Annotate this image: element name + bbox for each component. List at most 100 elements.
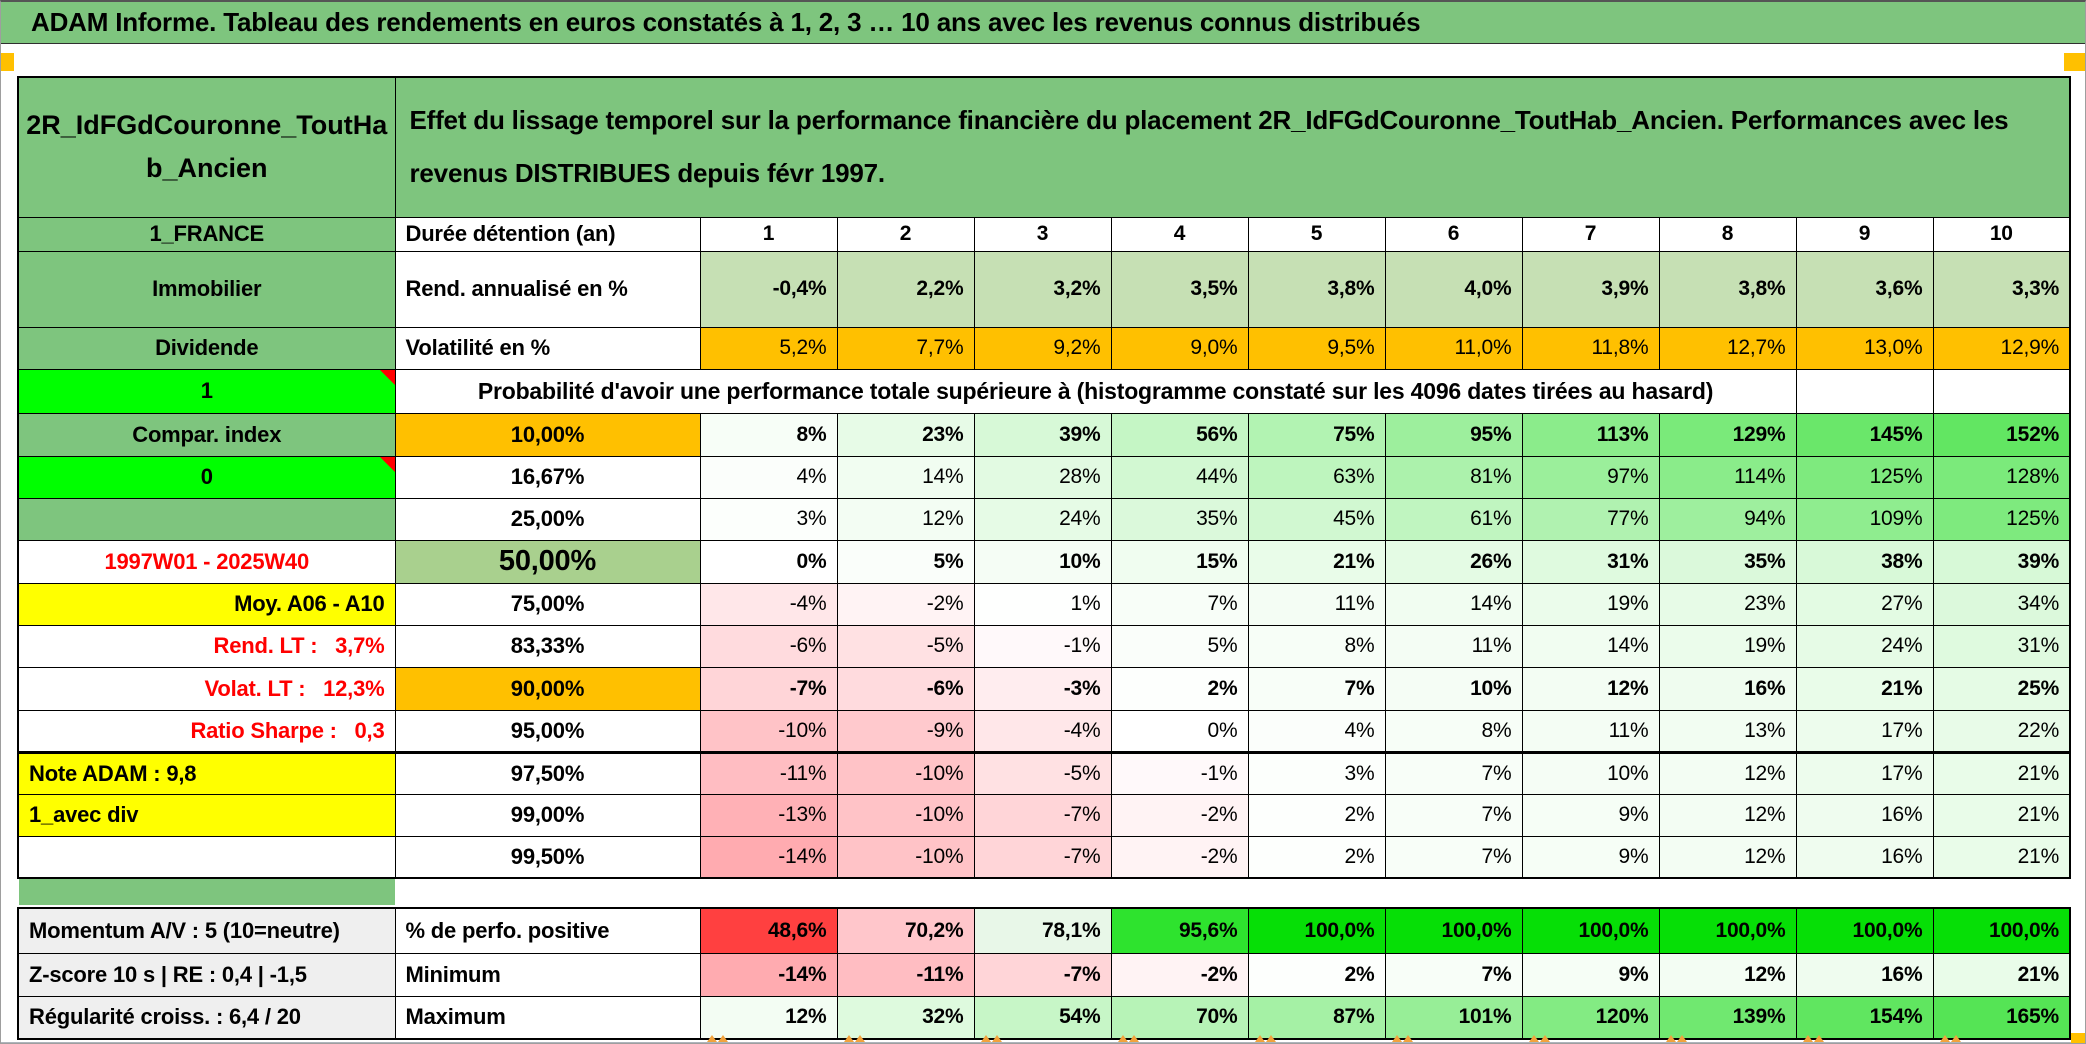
data-cell-duree-y6[interactable]: 6	[1384, 216, 1523, 252]
data-cell-maximum-y10[interactable]: 165%	[1932, 995, 2071, 1040]
data-cell-p90-y4[interactable]: 2%	[1110, 666, 1249, 711]
data-cell-p95-y3[interactable]: -4%	[973, 709, 1112, 754]
data-cell-volatilite-y4[interactable]: 9,0%	[1110, 326, 1249, 370]
data-cell-p90-y1[interactable]: -7%	[699, 666, 838, 711]
data-cell-p8333-y2[interactable]: -5%	[836, 624, 975, 668]
metric-minimum[interactable]: Minimum	[394, 952, 701, 997]
data-cell-rendement-y10[interactable]: 3,3%	[1932, 250, 2071, 328]
data-cell-p75-y8[interactable]: 23%	[1658, 582, 1797, 626]
data-cell-volatilite-y3[interactable]: 9,2%	[973, 326, 1112, 370]
metric-p10[interactable]: 10,00%	[394, 412, 701, 457]
data-cell-p25-y1[interactable]: 3%	[699, 497, 838, 541]
data-cell-p95-y10[interactable]: 22%	[1932, 709, 2071, 754]
data-cell-duree-y1[interactable]: 1	[699, 216, 838, 252]
data-cell-volatilite-y2[interactable]: 7,7%	[836, 326, 975, 370]
row-label-rendement[interactable]: Immobilier	[17, 250, 396, 328]
data-cell-p75-y7[interactable]: 19%	[1521, 582, 1660, 626]
data-cell-rendement-y6[interactable]: 4,0%	[1384, 250, 1523, 328]
data-cell-maximum-y5[interactable]: 87%	[1247, 995, 1386, 1040]
data-cell-p8333-y6[interactable]: 11%	[1384, 624, 1523, 668]
data-cell-p8333-y3[interactable]: -1%	[973, 624, 1112, 668]
data-cell-p995-y4[interactable]: -2%	[1110, 835, 1249, 879]
data-cell-maximum-y6[interactable]: 101%	[1384, 995, 1523, 1040]
data-cell-p1667-y4[interactable]: 44%	[1110, 455, 1249, 499]
data-cell-p995-y6[interactable]: 7%	[1384, 835, 1523, 879]
data-cell-minimum-y8[interactable]: 12%	[1658, 952, 1797, 997]
data-cell-minimum-y10[interactable]: 21%	[1932, 952, 2071, 997]
data-cell-p1667-y3[interactable]: 28%	[973, 455, 1112, 499]
data-cell-p99-y2[interactable]: -10%	[836, 793, 975, 837]
row-label-minimum[interactable]: Z-score 10 s | RE : 0,4 | -1,5	[17, 952, 396, 997]
data-cell-rendement-y5[interactable]: 3,8%	[1247, 250, 1386, 328]
row-label-p50[interactable]: 1997W01 - 2025W40	[17, 539, 396, 584]
empty-cell[interactable]	[1932, 368, 2071, 414]
data-cell-p75-y1[interactable]: -4%	[699, 582, 838, 626]
data-cell-duree-y5[interactable]: 5	[1247, 216, 1386, 252]
data-cell-p995-y5[interactable]: 2%	[1247, 835, 1386, 879]
data-cell-p975-y2[interactable]: -10%	[836, 751, 975, 795]
data-cell-volatilite-y1[interactable]: 5,2%	[699, 326, 838, 370]
data-cell-p25-y10[interactable]: 125%	[1932, 497, 2071, 541]
row-label-p99[interactable]: 1_avec div	[17, 793, 396, 837]
data-cell-p25-y6[interactable]: 61%	[1384, 497, 1523, 541]
data-cell-p1667-y8[interactable]: 114%	[1658, 455, 1797, 499]
data-cell-p975-y9[interactable]: 17%	[1795, 751, 1934, 795]
data-cell-volatilite-y7[interactable]: 11,8%	[1521, 326, 1660, 370]
data-cell-p90-y7[interactable]: 12%	[1521, 666, 1660, 711]
data-cell-p10-y5[interactable]: 75%	[1247, 412, 1386, 457]
data-cell-p50-y6[interactable]: 26%	[1384, 539, 1523, 584]
data-cell-p75-y6[interactable]: 14%	[1384, 582, 1523, 626]
metric-duree[interactable]: Durée détention (an)	[394, 216, 701, 252]
data-cell-minimum-y5[interactable]: 2%	[1247, 952, 1386, 997]
data-cell-p50-y3[interactable]: 10%	[973, 539, 1112, 584]
data-cell-p99-y6[interactable]: 7%	[1384, 793, 1523, 837]
data-cell-p95-y8[interactable]: 13%	[1658, 709, 1797, 754]
data-cell-rendement-y3[interactable]: 3,2%	[973, 250, 1112, 328]
metric-perfo[interactable]: % de perfo. positive	[394, 907, 701, 954]
header-description-cell[interactable]: Effet du lissage temporel sur la perform…	[394, 76, 2071, 218]
row-label-p8333[interactable]: Rend. LT : 3,7%	[17, 624, 396, 668]
data-cell-p25-y8[interactable]: 94%	[1658, 497, 1797, 541]
data-cell-rendement-y9[interactable]: 3,6%	[1795, 250, 1934, 328]
row-label-perfo[interactable]: Momentum A/V : 5 (10=neutre)	[17, 907, 396, 954]
data-cell-duree-y7[interactable]: 7	[1521, 216, 1660, 252]
data-cell-p8333-y9[interactable]: 24%	[1795, 624, 1934, 668]
data-cell-p99-y7[interactable]: 9%	[1521, 793, 1660, 837]
data-cell-p25-y2[interactable]: 12%	[836, 497, 975, 541]
data-cell-p50-y8[interactable]: 35%	[1658, 539, 1797, 584]
data-cell-p50-y10[interactable]: 39%	[1932, 539, 2071, 584]
data-cell-duree-y10[interactable]: 10	[1932, 216, 2071, 252]
data-cell-p99-y10[interactable]: 21%	[1932, 793, 2071, 837]
data-cell-p10-y10[interactable]: 152%	[1932, 412, 2071, 457]
data-cell-minimum-y9[interactable]: 16%	[1795, 952, 1934, 997]
data-cell-maximum-y4[interactable]: 70%	[1110, 995, 1249, 1040]
metric-p90[interactable]: 90,00%	[394, 666, 701, 711]
data-cell-p75-y9[interactable]: 27%	[1795, 582, 1934, 626]
metric-p99[interactable]: 99,00%	[394, 793, 701, 837]
data-cell-perfo-y6[interactable]: 100,0%	[1384, 907, 1523, 954]
data-cell-p10-y7[interactable]: 113%	[1521, 412, 1660, 457]
data-cell-p50-y1[interactable]: 0%	[699, 539, 838, 584]
data-cell-p10-y8[interactable]: 129%	[1658, 412, 1797, 457]
data-cell-rendement-y1[interactable]: -0,4%	[699, 250, 838, 328]
data-cell-volatilite-y5[interactable]: 9,5%	[1247, 326, 1386, 370]
data-cell-p995-y3[interactable]: -7%	[973, 835, 1112, 879]
data-cell-volatilite-y9[interactable]: 13,0%	[1795, 326, 1934, 370]
data-cell-volatilite-y8[interactable]: 12,7%	[1658, 326, 1797, 370]
data-cell-p995-y10[interactable]: 21%	[1932, 835, 2071, 879]
data-cell-p975-y3[interactable]: -5%	[973, 751, 1112, 795]
data-cell-p1667-y1[interactable]: 4%	[699, 455, 838, 499]
row-label-p25[interactable]	[17, 497, 396, 541]
row-label-p75[interactable]: Moy. A06 - A10	[17, 582, 396, 626]
data-cell-p90-y2[interactable]: -6%	[836, 666, 975, 711]
data-cell-minimum-y2[interactable]: -11%	[836, 952, 975, 997]
row-label-p95[interactable]: Ratio Sharpe : 0,3	[17, 709, 396, 754]
data-cell-p975-y6[interactable]: 7%	[1384, 751, 1523, 795]
data-cell-duree-y2[interactable]: 2	[836, 216, 975, 252]
data-cell-p90-y9[interactable]: 21%	[1795, 666, 1934, 711]
data-cell-duree-y9[interactable]: 9	[1795, 216, 1934, 252]
data-cell-rendement-y4[interactable]: 3,5%	[1110, 250, 1249, 328]
data-cell-p25-y4[interactable]: 35%	[1110, 497, 1249, 541]
data-cell-p1667-y5[interactable]: 63%	[1247, 455, 1386, 499]
data-cell-p8333-y7[interactable]: 14%	[1521, 624, 1660, 668]
